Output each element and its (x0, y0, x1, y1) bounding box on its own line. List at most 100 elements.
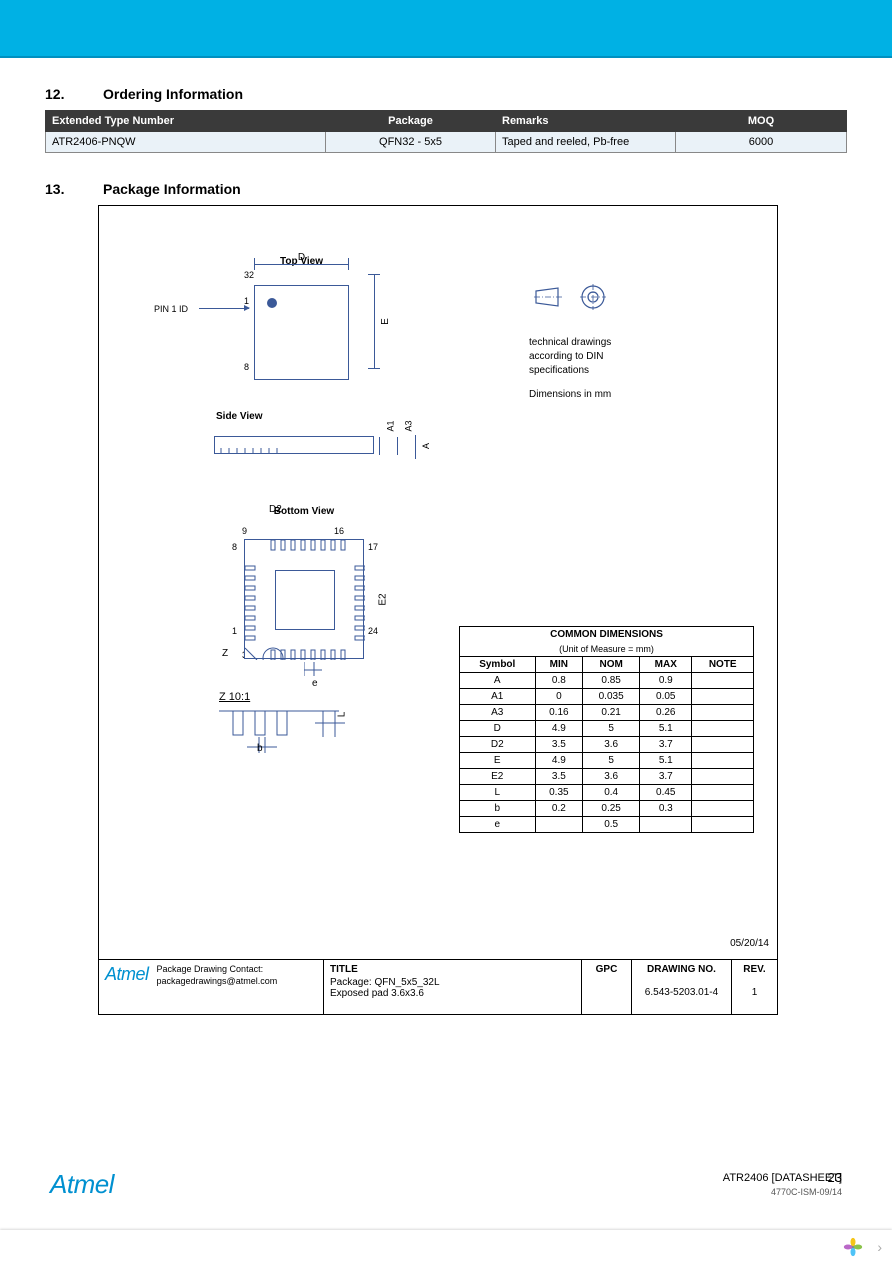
section-13-title: Package Information (103, 181, 241, 197)
dim-a-ext3 (415, 435, 416, 459)
section-12-header: 12. Ordering Information (45, 86, 847, 102)
side-view: Side View A1 A3 A (214, 411, 434, 454)
dim-d-line (254, 264, 349, 265)
dim-e-label: E (380, 318, 391, 325)
dim-a3-label: A3 (404, 420, 414, 431)
dim-a1-label: A1 (386, 420, 396, 431)
ord-td-moq: 6000 (676, 132, 847, 153)
bottom-view: Bottom View D2 9 16 17 8 1 24 32 25 Z (204, 506, 424, 659)
dim-td: D (460, 721, 536, 737)
dim-e-pitch-label: e (312, 678, 318, 689)
section-12-num: 12. (45, 86, 103, 102)
header-banner (0, 0, 892, 58)
dim-td: 4.9 (535, 753, 583, 769)
dimensions-table: COMMON DIMENSIONS (Unit of Measure = mm)… (459, 626, 754, 833)
dim-td (692, 737, 754, 753)
pin1-id-label: PIN 1 ID (154, 304, 188, 314)
tb-rev-val: 1 (738, 987, 771, 998)
dim-td: 0.16 (535, 705, 583, 721)
bv-pin16: 16 (334, 526, 344, 536)
dim-e2-label: E2 (377, 593, 388, 605)
dim-d2-label: D2 (269, 504, 282, 515)
proj-cone-icon (534, 286, 568, 308)
ord-th-pkg: Package (326, 111, 496, 132)
flower-icon[interactable] (843, 1237, 863, 1257)
din-line2: according to DIN (529, 350, 611, 364)
pin-32-label: 32 (244, 270, 254, 280)
dim-td: 3.6 (583, 769, 640, 785)
dim-td: 0.45 (640, 785, 692, 801)
dim-td: 0.21 (583, 705, 640, 721)
dim-td: 3.5 (535, 737, 583, 753)
viewer-navbar: › (0, 1230, 892, 1263)
dim-td (640, 817, 692, 833)
dim-td (692, 817, 754, 833)
dim-td: 0.4 (583, 785, 640, 801)
dim-td: e (460, 817, 536, 833)
dim-td: 5.1 (640, 753, 692, 769)
title-block: Atmel Package Drawing Contact: packagedr… (99, 959, 777, 1014)
dim-td: 3.7 (640, 769, 692, 785)
dim-td (692, 689, 754, 705)
ord-th-moq: MOQ (676, 111, 847, 132)
bv-pin9: 9 (242, 526, 247, 536)
z-detail-label: Z 10:1 (219, 691, 379, 703)
dim-td (692, 721, 754, 737)
bv-z-label: Z (222, 648, 228, 659)
dim-th: NOTE (692, 657, 754, 673)
section-12-title: Ordering Information (103, 86, 243, 102)
bottom-view-label: Bottom View (244, 506, 364, 517)
bv-pin1: 1 (232, 626, 237, 636)
dim-td: 4.9 (535, 721, 583, 737)
dim-td: 0.05 (640, 689, 692, 705)
dim-th: Symbol (460, 657, 536, 673)
dim-td: 0 (535, 689, 583, 705)
dim-td: 0.9 (640, 673, 692, 689)
drawing-date: 05/20/14 (730, 938, 769, 949)
dim-td: 5 (583, 721, 640, 737)
dim-td (692, 785, 754, 801)
dim-d-label: D (254, 252, 349, 263)
atmel-logo-footer: Atmel (50, 1169, 114, 1200)
din-line1: technical drawings (529, 336, 611, 350)
next-page-chevron[interactable]: › (877, 1239, 882, 1255)
bottom-leads-icon (245, 540, 365, 660)
dim-td: D2 (460, 737, 536, 753)
dim-td: 0.35 (535, 785, 583, 801)
dim-a-ext2 (397, 437, 398, 455)
page-number: 23 (828, 1170, 842, 1185)
side-view-label: Side View (216, 411, 434, 422)
ord-th-type: Extended Type Number (46, 111, 326, 132)
dim-td: 3.6 (583, 737, 640, 753)
page-footer: Atmel ATR2406 [DATASHEET] 4770C-ISM-09/1… (0, 1169, 892, 1200)
dim-td: 0.3 (640, 801, 692, 817)
tb-drw-val: 6.543-5203.01-4 (638, 987, 725, 998)
proj-circle-icon (580, 284, 606, 310)
pin-8-label: 8 (244, 362, 249, 372)
dim-th: MIN (535, 657, 583, 673)
ord-td-pkg: QFN32 - 5x5 (326, 132, 496, 153)
bv-pin24: 24 (368, 626, 378, 636)
dim-td (535, 817, 583, 833)
dim-td: 0.2 (535, 801, 583, 817)
ord-td-remarks: Taped and reeled, Pb-free (496, 132, 676, 153)
pin1-dot (267, 298, 277, 308)
din-line3: specifications (529, 364, 611, 378)
dim-td: E2 (460, 769, 536, 785)
side-leads-icon (215, 448, 373, 454)
contact-label: Package Drawing Contact: (157, 964, 278, 976)
dim-td (692, 753, 754, 769)
dim-td: 0.85 (583, 673, 640, 689)
dim-table-subtitle: (Unit of Measure = mm) (460, 642, 754, 657)
dim-l-label: L (336, 712, 347, 718)
tb-drw-head: DRAWING NO. (638, 964, 725, 975)
tb-title-head: TITLE (330, 964, 575, 975)
dim-td: 0.8 (535, 673, 583, 689)
dim-td: A3 (460, 705, 536, 721)
dim-td (692, 705, 754, 721)
dim-b-label: b (257, 743, 263, 754)
dim-td: 0.25 (583, 801, 640, 817)
bv-pin17: 17 (368, 542, 378, 552)
ordering-table: Extended Type Number Package Remarks MOQ… (45, 110, 847, 153)
dim-td: b (460, 801, 536, 817)
